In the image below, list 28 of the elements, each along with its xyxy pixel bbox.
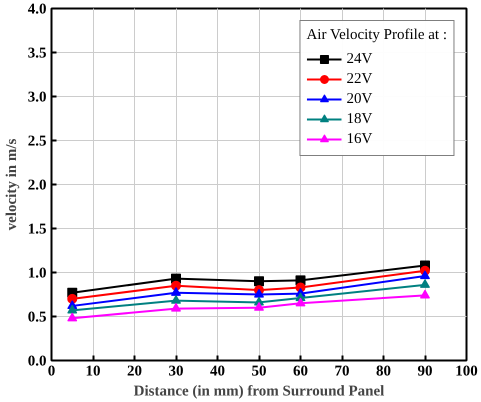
x-tick-label: 10 bbox=[86, 364, 100, 380]
legend-label: 16V bbox=[346, 130, 372, 148]
x-tick-label: 80 bbox=[376, 364, 391, 380]
legend-title: Air Velocity Profile at : bbox=[306, 27, 447, 44]
x-tick-label: 30 bbox=[168, 364, 184, 380]
legend-label: 18V bbox=[346, 110, 372, 128]
x-tick-label: 70 bbox=[334, 364, 350, 380]
x-tick-label: 60 bbox=[293, 364, 308, 380]
legend-label: 22V bbox=[346, 70, 372, 88]
legend-label: 24V bbox=[346, 50, 372, 68]
x-tick-label: 20 bbox=[127, 364, 142, 380]
y-tick-label: 1.0 bbox=[28, 266, 46, 282]
y-tick-label: 4.0 bbox=[28, 2, 46, 18]
x-tick-label: 50 bbox=[252, 364, 266, 380]
y-tick-label: 2.0 bbox=[28, 178, 46, 194]
x-tick-label: 0 bbox=[48, 364, 56, 380]
y-tick-label: 3.0 bbox=[28, 90, 46, 106]
y-tick-label: 2.5 bbox=[28, 134, 46, 150]
x-tick-label: 40 bbox=[210, 364, 225, 380]
y-tick-label: 3.5 bbox=[28, 46, 46, 62]
x-tick-label: 100 bbox=[455, 364, 478, 380]
y-tick-label: 0.5 bbox=[28, 310, 46, 326]
y-tick-label: 0.0 bbox=[28, 354, 46, 370]
y-axis-title: velocity in m/s bbox=[4, 138, 20, 230]
legend-label: 20V bbox=[346, 90, 372, 108]
x-axis-title: Distance (in mm) from Surround Panel bbox=[134, 384, 384, 400]
y-tick-label: 1.5 bbox=[28, 222, 46, 238]
x-tick-label: 90 bbox=[418, 364, 432, 380]
